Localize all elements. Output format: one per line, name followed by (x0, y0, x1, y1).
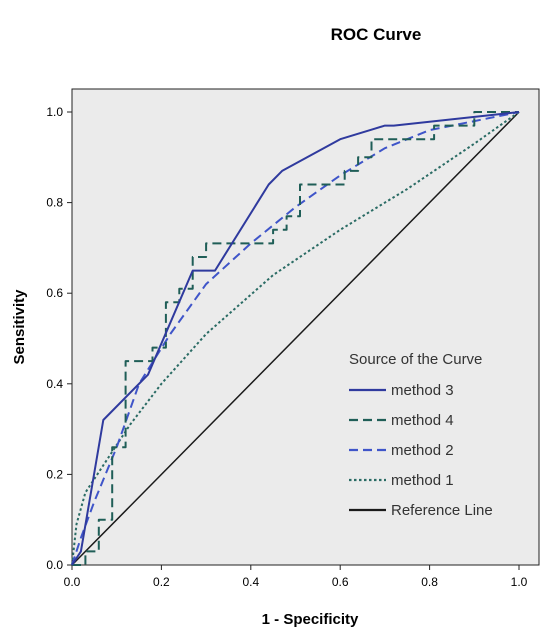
series-layer (71, 111, 520, 566)
y-tick-label: 0.8 (46, 196, 63, 210)
legend-label-reference-line: Reference Line (391, 502, 493, 519)
x-tick-label: 1.0 (511, 575, 528, 589)
y-tick-label: 0.2 (46, 467, 63, 481)
x-tick-label: 0.2 (153, 575, 170, 589)
x-tick-label: 0.4 (242, 575, 259, 589)
legend-label-method-2: method 2 (391, 442, 454, 459)
y-tick-label: 0.0 (46, 558, 63, 572)
x-tick-label: 0.6 (332, 575, 349, 589)
legend-label-method-1: method 1 (391, 472, 454, 489)
x-tick-label: 0.0 (64, 575, 81, 589)
y-tick-label: 1.0 (46, 105, 63, 119)
legend-label-method-3: method 3 (391, 382, 454, 399)
x-axis-ticks: 0.0 0.2 0.4 0.6 0.8 1.0 (64, 565, 528, 589)
x-tick-label: 0.8 (421, 575, 438, 589)
y-axis-label: Sensitivity (11, 289, 28, 365)
legend-title: Source of the Curve (349, 351, 482, 368)
chart-title: ROC Curve (331, 25, 422, 44)
series-line-reference-line (71, 111, 520, 566)
series-line-method-4 (72, 111, 519, 566)
y-axis-ticks: 0.0 0.2 0.4 0.6 0.8 1.0 (46, 105, 72, 572)
y-tick-label: 0.6 (46, 286, 63, 300)
series-line-method-3 (71, 111, 520, 566)
x-axis-label: 1 - Specificity (262, 611, 359, 628)
series-line-method-1 (71, 111, 520, 566)
legend-label-method-4: method 4 (391, 412, 454, 429)
series-line-method-2 (71, 111, 520, 566)
legend: Source of the Curve method 3 method 4 meth… (349, 351, 493, 519)
y-tick-label: 0.4 (46, 377, 63, 391)
